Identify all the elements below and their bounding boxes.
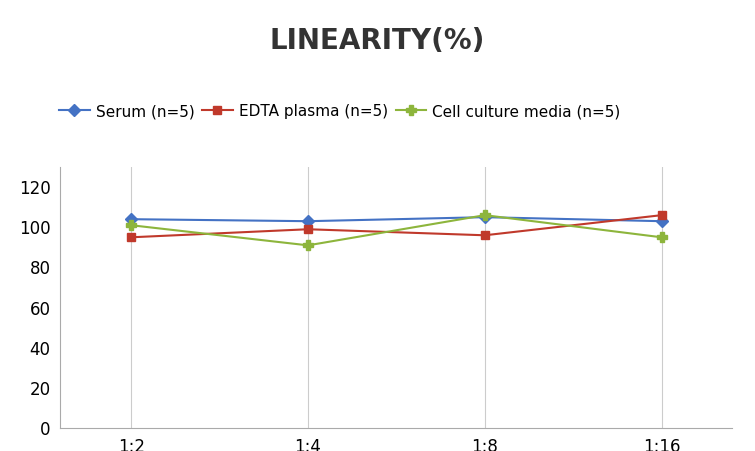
EDTA plasma (n=5) — [480, 233, 489, 238]
Line: Cell culture media (n=5): Cell culture media (n=5) — [126, 210, 667, 250]
Line: Serum (n=5): Serum (n=5) — [127, 213, 666, 226]
EDTA plasma (n=5) — [127, 235, 136, 240]
Text: LINEARITY(%): LINEARITY(%) — [270, 27, 485, 55]
EDTA plasma (n=5) — [304, 226, 313, 232]
Cell culture media (n=5) — [127, 222, 136, 228]
Cell culture media (n=5) — [480, 212, 489, 218]
Line: EDTA plasma (n=5): EDTA plasma (n=5) — [127, 211, 666, 241]
Legend: Serum (n=5), EDTA plasma (n=5), Cell culture media (n=5): Serum (n=5), EDTA plasma (n=5), Cell cul… — [53, 98, 627, 125]
Serum (n=5) — [480, 215, 489, 220]
Serum (n=5) — [657, 218, 666, 224]
Cell culture media (n=5) — [304, 243, 313, 248]
Cell culture media (n=5) — [657, 235, 666, 240]
EDTA plasma (n=5) — [657, 212, 666, 218]
Serum (n=5) — [127, 216, 136, 222]
Serum (n=5) — [304, 218, 313, 224]
